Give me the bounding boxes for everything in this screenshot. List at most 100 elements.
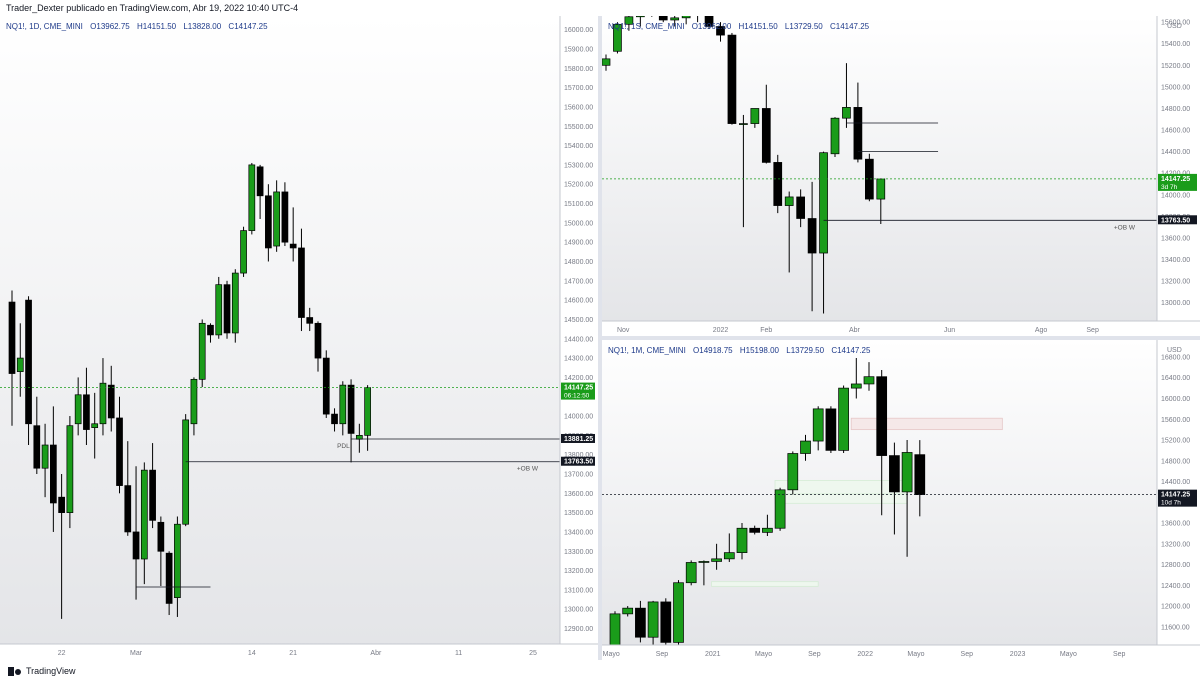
- candle-up: [190, 378, 198, 425]
- candle-down: [281, 191, 289, 243]
- candle-down: [749, 527, 761, 533]
- x-tick-label: Mayo: [755, 651, 772, 658]
- y-tick-label: 13000.00: [564, 607, 593, 614]
- candle-up: [774, 489, 786, 529]
- footer-bar: TradingView: [0, 660, 1200, 682]
- candle-down: [796, 196, 805, 219]
- candle-down: [635, 607, 646, 638]
- y-tick-label: 14900.00: [564, 240, 593, 247]
- order-block-zone: [850, 417, 1003, 431]
- y-tick-label: 14500.00: [564, 317, 593, 324]
- candle-up: [231, 272, 239, 334]
- y-tick-label: 13200.00: [564, 568, 593, 575]
- time-axis-background: [602, 321, 1200, 336]
- candle-up: [812, 408, 824, 442]
- candle-down: [761, 108, 771, 163]
- price-label-tag: [1158, 215, 1197, 225]
- candle-down: [658, 16, 668, 21]
- y-tick-label: 13500.00: [564, 510, 593, 517]
- candle-down: [853, 107, 863, 160]
- weekly-chart[interactable]: +OB W13000.0013200.0013400.0013600.00138…: [602, 16, 1200, 336]
- x-tick-label: Mayo: [907, 651, 924, 658]
- candle-down: [314, 322, 322, 359]
- candle-up: [622, 607, 634, 615]
- x-tick-label: 21: [289, 650, 297, 657]
- y-tick-label: 13800.00: [564, 452, 593, 459]
- y-tick-label: 12900.00: [564, 626, 593, 633]
- daily-chart[interactable]: PDL +OB W 12900.00 13000.00 13100.00 13200.00…: [0, 16, 598, 660]
- y-tick-label: 14600.00: [564, 298, 593, 305]
- candle-down: [773, 162, 783, 206]
- y-tick-label: 13200.00: [1161, 541, 1190, 548]
- candle-down: [660, 601, 672, 643]
- y-tick-label: 14700.00: [564, 278, 593, 285]
- price-label-tag: [1158, 489, 1197, 507]
- legend-open: O14918.75: [693, 346, 733, 355]
- x-tick-label: Abr: [849, 327, 861, 334]
- candle-down: [157, 521, 165, 552]
- candle-down: [914, 454, 926, 496]
- level-annotation: PDL: [337, 443, 350, 450]
- price-label-text: 14147.25: [564, 385, 593, 392]
- y-tick-label: 15900.00: [564, 46, 593, 53]
- y-tick-label: 13000.00: [1161, 300, 1190, 307]
- y-tick-label: 15400.00: [1161, 41, 1190, 48]
- weekly-chart-pane[interactable]: +OB W13000.0013200.0013400.0013600.00138…: [602, 16, 1200, 336]
- y-tick-label: 14600.00: [1161, 128, 1190, 135]
- y-tick-label: 16000.00: [1161, 396, 1190, 403]
- candle-up: [174, 523, 181, 598]
- x-tick-label: Jun: [944, 327, 955, 334]
- x-tick-label: Sep: [656, 651, 669, 658]
- legend-high: H14151.50: [738, 22, 778, 31]
- price-axis-background: [560, 16, 598, 660]
- publish-header: Trader_Dexter publicado en TradingView.c…: [6, 3, 299, 13]
- monthly-chart-pane[interactable]: 11600.00 12000.00 12400.00 12800.00 13200.00…: [602, 340, 1200, 660]
- legend-close: C14147.25: [829, 22, 870, 31]
- x-tick-label: Mar: [130, 650, 143, 657]
- y-tick-label: 12800.00: [1161, 562, 1190, 569]
- candle-down: [49, 444, 57, 504]
- y-tick-label: 15500.00: [564, 124, 593, 131]
- candle-up: [273, 191, 280, 247]
- pane-divider-horizontal[interactable]: [602, 336, 1200, 340]
- y-tick-label: 15300.00: [564, 162, 593, 169]
- y-tick-label: 15600.00: [564, 104, 593, 111]
- x-tick-label: Sep: [961, 651, 974, 658]
- candle-down: [331, 413, 338, 425]
- candle-up: [739, 123, 748, 125]
- y-tick-label: 11600.00: [1161, 624, 1190, 631]
- x-tick-label: 2021: [705, 651, 721, 658]
- x-tick-label: Sep: [1113, 651, 1126, 658]
- candle-up: [819, 152, 828, 254]
- candle-up: [750, 108, 760, 124]
- y-tick-label: 13100.00: [564, 587, 593, 594]
- order-block-zone: [774, 493, 908, 504]
- price-label-countdown: 3d 7h: [1161, 184, 1178, 191]
- candle-up: [339, 384, 347, 425]
- candle-down: [727, 34, 737, 124]
- axis-unit-label: USD: [1167, 347, 1182, 354]
- monthly-chart[interactable]: 11600.00 12000.00 12400.00 12800.00 13200.00…: [602, 340, 1200, 660]
- pane-divider-vertical[interactable]: [598, 16, 602, 660]
- axis-unit-label: USD: [1167, 23, 1182, 30]
- y-tick-label: 14400.00: [1161, 479, 1190, 486]
- candle-up: [698, 561, 710, 563]
- x-tick-label: Mayo: [1060, 651, 1077, 658]
- x-tick-label: 11: [455, 650, 462, 657]
- x-tick-label: 14: [248, 650, 256, 657]
- y-tick-label: 13200.00: [1161, 279, 1190, 286]
- y-tick-label: 13700.00: [564, 471, 593, 478]
- candle-up: [647, 601, 659, 638]
- y-tick-label: 15000.00: [1161, 84, 1190, 91]
- candle-up: [624, 16, 634, 25]
- daily-chart-pane[interactable]: PDL +OB W 12900.00 13000.00 13100.00 13200.00…: [0, 16, 598, 660]
- candle-down: [149, 469, 156, 521]
- candle-down: [704, 16, 714, 27]
- y-tick-label: 12400.00: [1161, 583, 1190, 590]
- price-label-text: 14147.25: [1161, 492, 1190, 499]
- price-label-countdown: 10d 7h: [1161, 500, 1181, 507]
- x-tick-label: 2023: [1010, 651, 1026, 658]
- candle-up: [787, 453, 799, 491]
- candle-down: [865, 158, 874, 200]
- time-axis-background: [0, 644, 598, 660]
